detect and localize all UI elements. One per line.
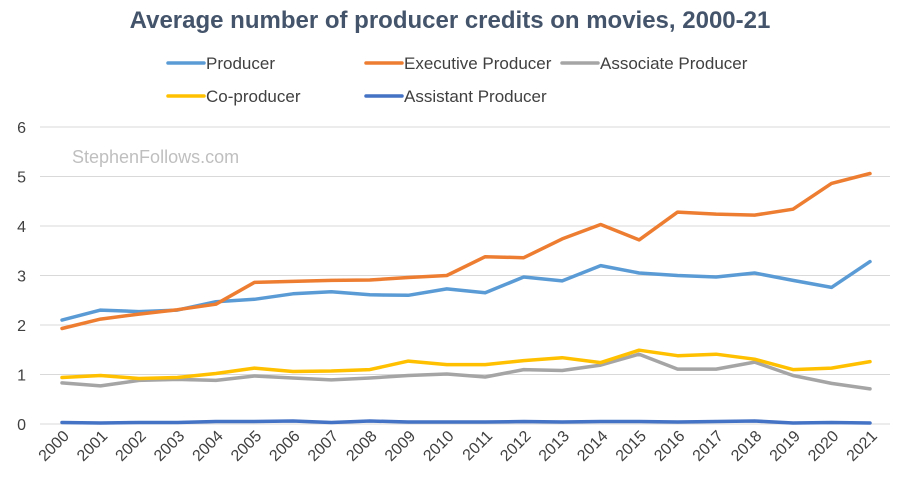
x-tick-label: 2010 — [420, 428, 457, 465]
x-axis-ticks: 2000 2001 2002 2003 2004 2005 2006 2007 2008 2009… — [36, 428, 881, 465]
y-tick-label: 4 — [17, 219, 26, 236]
x-tick-label: 2019 — [767, 428, 804, 465]
x-tick-label: 2014 — [574, 428, 611, 465]
x-tick-label: 2017 — [690, 428, 727, 465]
x-tick-label: 2013 — [536, 428, 573, 465]
x-tick-label: 2004 — [190, 428, 227, 465]
legend: Producer Executive Producer Associate Prod… — [166, 54, 748, 106]
series-line-associate-producer — [60, 352, 872, 391]
x-tick-label: 2018 — [728, 428, 765, 465]
legend-label-producer: Producer — [206, 54, 275, 73]
x-tick-label: 2006 — [266, 428, 303, 465]
series-line-assistant-producer — [60, 419, 872, 425]
x-tick-label: 2011 — [460, 428, 496, 464]
x-tick-label: 2007 — [305, 428, 342, 465]
x-tick-label: 2003 — [151, 428, 188, 465]
legend-label-executive-producer: Executive Producer — [404, 54, 552, 73]
y-tick-label: 1 — [17, 368, 26, 385]
chart-title: Average number of producer credits on mo… — [130, 7, 771, 34]
x-tick-label: 2015 — [613, 428, 650, 465]
x-tick-label: 2000 — [36, 428, 73, 465]
gridlines — [40, 126, 890, 425]
series-line-producer — [60, 259, 872, 322]
x-tick-label: 2012 — [497, 428, 534, 465]
series-lines — [60, 171, 872, 425]
x-tick-label: 2005 — [228, 428, 265, 465]
x-tick-label: 2001 — [74, 428, 111, 465]
y-tick-label: 0 — [17, 417, 26, 434]
series-line-executive-producer — [60, 171, 872, 331]
legend-label-assistant-producer: Assistant Producer — [404, 87, 547, 106]
series-line-co-producer — [60, 348, 872, 381]
watermark: StephenFollows.com — [72, 147, 239, 167]
y-tick-label: 6 — [17, 120, 26, 137]
x-tick-label: 2008 — [343, 428, 380, 465]
x-tick-label: 2002 — [113, 428, 150, 465]
y-tick-label: 2 — [17, 318, 26, 335]
y-axis-ticks: 0 1 2 3 4 5 6 — [17, 120, 26, 434]
y-tick-label: 5 — [17, 170, 26, 187]
x-tick-label: 2016 — [651, 428, 688, 465]
x-tick-label: 2009 — [382, 428, 419, 465]
x-tick-label: 2020 — [805, 428, 842, 465]
legend-label-co-producer: Co-producer — [206, 87, 301, 106]
y-tick-label: 3 — [17, 269, 26, 286]
x-tick-label: 2021 — [844, 428, 881, 465]
legend-label-associate-producer: Associate Producer — [600, 54, 748, 73]
